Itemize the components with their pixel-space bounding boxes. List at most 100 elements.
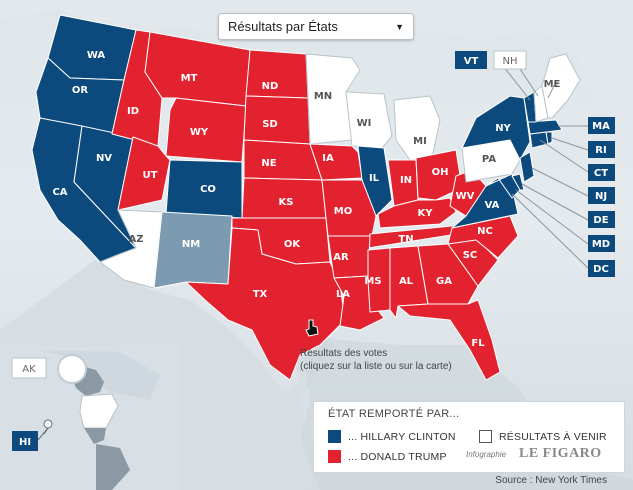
label-tn: TN bbox=[398, 234, 413, 245]
callout-ak-label: AK bbox=[22, 364, 36, 375]
callout-nh[interactable]: NH bbox=[493, 50, 527, 70]
clinton-swatch bbox=[328, 430, 341, 443]
state-de[interactable] bbox=[511, 173, 525, 191]
dropdown-arrow-icon: ▼ bbox=[395, 21, 404, 32]
label-co: CO bbox=[200, 184, 216, 195]
source-note: Source : New York Times bbox=[495, 475, 607, 486]
hi-leader-line bbox=[37, 427, 49, 441]
label-nv: NV bbox=[96, 153, 112, 164]
legend-clinton: ... HILLARY CLINTON bbox=[328, 430, 456, 443]
label-wa: WA bbox=[87, 50, 106, 61]
label-ca: CA bbox=[52, 187, 67, 198]
label-ks: KS bbox=[279, 197, 294, 208]
callout-ma-label: MA bbox=[592, 121, 610, 132]
canada-landmass bbox=[0, 0, 633, 120]
callout-de-label: DE bbox=[593, 215, 608, 226]
infographic-credit: Infographie bbox=[466, 450, 507, 459]
callout-dc-label: DC bbox=[593, 264, 609, 275]
label-pa: PA bbox=[482, 154, 496, 165]
callout-ak[interactable]: AK bbox=[11, 357, 47, 379]
state-mi[interactable] bbox=[393, 95, 441, 161]
label-ut: UT bbox=[143, 170, 158, 181]
label-id: ID bbox=[127, 106, 139, 117]
state-ms[interactable] bbox=[367, 247, 391, 313]
state-md[interactable] bbox=[485, 173, 521, 199]
label-ia: IA bbox=[322, 153, 334, 164]
state-nj[interactable] bbox=[519, 151, 535, 183]
label-mo: MO bbox=[334, 206, 352, 217]
callout-hi-label: HI bbox=[19, 437, 31, 448]
leader-lines bbox=[499, 61, 589, 269]
label-wi: WI bbox=[357, 118, 372, 129]
state-ky[interactable] bbox=[377, 197, 457, 229]
select-value: Résultats par États bbox=[228, 19, 338, 34]
state-nm[interactable] bbox=[153, 211, 233, 289]
label-in: IN bbox=[400, 175, 412, 186]
state-oh[interactable] bbox=[415, 149, 463, 201]
label-mn: MN bbox=[314, 91, 332, 102]
label-il: IL bbox=[369, 173, 380, 184]
state-me[interactable] bbox=[541, 53, 581, 119]
cursor-icon bbox=[305, 319, 319, 337]
callout-nj[interactable]: NJ bbox=[588, 187, 615, 204]
label-sc: SC bbox=[463, 250, 478, 261]
pending-swatch bbox=[479, 430, 492, 443]
legend-pending: RÉSULTATS À VENIR bbox=[479, 430, 607, 443]
callout-md[interactable]: MD bbox=[588, 235, 615, 252]
legend-clinton-label: ... HILLARY CLINTON bbox=[348, 430, 456, 443]
callout-nj-label: NJ bbox=[595, 191, 607, 202]
label-nd: ND bbox=[262, 81, 279, 92]
callout-hi[interactable]: HI bbox=[12, 431, 38, 451]
le-figaro-logo: LE FIGARO bbox=[519, 446, 602, 461]
label-sd: SD bbox=[262, 119, 278, 130]
label-fl: FL bbox=[471, 338, 485, 349]
label-ar: AR bbox=[333, 252, 349, 263]
callout-ri[interactable]: RI bbox=[588, 141, 615, 158]
callout-ct[interactable]: CT bbox=[588, 164, 615, 181]
state-wi[interactable] bbox=[345, 91, 393, 149]
legend-trump-label: ... DONALD TRUMP bbox=[348, 450, 447, 463]
state-ma[interactable] bbox=[527, 119, 563, 135]
callout-ri-label: RI bbox=[595, 145, 606, 156]
label-oh: OH bbox=[432, 167, 449, 178]
callout-dc[interactable]: DC bbox=[588, 260, 615, 277]
legend-pending-label: RÉSULTATS À VENIR bbox=[499, 430, 607, 443]
state-mt[interactable] bbox=[144, 31, 251, 107]
state-il[interactable] bbox=[357, 145, 393, 217]
legend-title: ÉTAT REMPORTÉ PAR... bbox=[328, 408, 460, 420]
legend: ÉTAT REMPORTÉ PAR... ... HILLARY CLINTON… bbox=[313, 401, 625, 473]
state-ct[interactable] bbox=[529, 131, 549, 149]
label-ny: NY bbox=[495, 123, 511, 134]
label-wy: WY bbox=[190, 127, 209, 138]
label-me: ME bbox=[544, 79, 561, 90]
callout-nh-label: NH bbox=[503, 56, 518, 67]
label-or: OR bbox=[72, 85, 89, 96]
label-nc: NC bbox=[477, 226, 493, 237]
trump-swatch bbox=[328, 450, 341, 463]
label-ne: NE bbox=[261, 158, 276, 169]
state-ny[interactable] bbox=[461, 95, 531, 161]
label-mt: MT bbox=[181, 73, 198, 84]
label-ms: MS bbox=[364, 276, 381, 287]
label-mi: MI bbox=[413, 136, 427, 147]
label-ga: GA bbox=[436, 276, 452, 287]
instruction-note: Résultats des votes (cliquez sur la list… bbox=[300, 347, 452, 373]
label-al: AL bbox=[399, 276, 414, 287]
callout-vt[interactable]: VT bbox=[455, 51, 487, 69]
callout-vt-label: VT bbox=[464, 56, 479, 67]
label-ok: OK bbox=[284, 239, 302, 250]
label-az: AZ bbox=[129, 234, 144, 245]
label-va: VA bbox=[485, 200, 500, 211]
callout-de[interactable]: DE bbox=[588, 211, 615, 228]
state-wy[interactable] bbox=[165, 97, 247, 163]
callout-ma[interactable]: MA bbox=[588, 117, 615, 134]
state-ga[interactable] bbox=[417, 243, 479, 305]
state-tx[interactable] bbox=[185, 227, 346, 381]
note-line-1: Résultats des votes bbox=[300, 348, 388, 359]
state-fl[interactable] bbox=[397, 299, 501, 381]
label-tx: TX bbox=[253, 289, 268, 300]
label-wv: WV bbox=[456, 191, 475, 202]
state-results-select[interactable]: Résultats par États ▼ bbox=[218, 13, 414, 40]
